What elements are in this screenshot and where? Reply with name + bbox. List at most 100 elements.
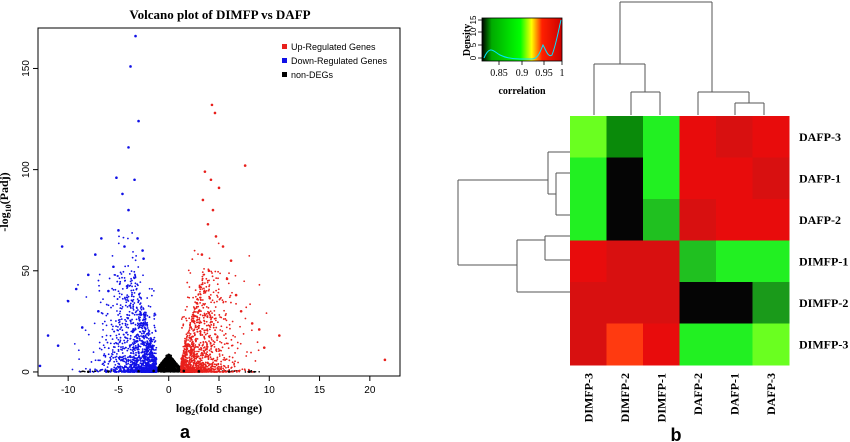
volcano-point: [145, 371, 147, 373]
volcano-point: [196, 318, 199, 321]
volcano-point: [197, 253, 199, 256]
heatmap-cell: [606, 240, 644, 283]
volcano-point: [123, 280, 126, 282]
volcano-point: [129, 368, 132, 371]
volcano-point: [192, 343, 195, 345]
volcano-point: [121, 365, 123, 368]
volcano-point: [115, 366, 118, 369]
volcano-point: [153, 367, 155, 370]
volcano-legend: Up-Regulated Genes Down-Regulated Genes …: [282, 42, 388, 80]
volcano-point: [126, 314, 129, 316]
volcano-point: [206, 279, 209, 282]
volcano-point: [205, 324, 208, 327]
volcano-point: [138, 352, 140, 355]
volcano-point: [112, 288, 115, 291]
volcano-point-non: [227, 370, 231, 373]
volcano-point: [133, 341, 136, 343]
volcano-point: [115, 320, 117, 322]
volcano-point: [191, 315, 193, 318]
volcano-point: [104, 369, 107, 372]
volcano-point: [110, 323, 113, 326]
volcano-point: [153, 352, 156, 355]
volcano-point: [141, 370, 144, 373]
volcano-point: [221, 354, 224, 356]
volcano-point: [171, 358, 174, 360]
heatmap-cells: [570, 116, 790, 366]
volcano-point: [125, 358, 127, 361]
volcano-point: [193, 334, 196, 337]
volcano-point: [111, 338, 114, 340]
volcano-point: [189, 362, 191, 364]
volcano-point: [133, 270, 136, 273]
volcano-point: [203, 329, 206, 332]
heatmap-cell: [606, 199, 644, 241]
volcano-point: [125, 326, 128, 328]
volcano-point: [139, 339, 141, 342]
volcano-point: [191, 360, 194, 362]
volcano-point: [128, 355, 131, 358]
volcano-point: [226, 342, 229, 345]
volcano-point: [118, 296, 121, 298]
volcano-point-up: [229, 259, 233, 262]
volcano-point: [114, 288, 117, 291]
volcano-point: [225, 366, 227, 369]
volcano-point: [201, 299, 204, 301]
heatmap-cell: [570, 282, 607, 324]
volcano-point: [119, 339, 122, 342]
volcano-point: [123, 347, 126, 350]
volcano-point: [254, 360, 257, 362]
volcano-point: [234, 369, 237, 372]
volcano-point: [128, 310, 131, 313]
volcano-point: [98, 284, 100, 287]
volcano-point: [135, 354, 138, 357]
volcano-point: [135, 347, 137, 350]
volcano-point: [143, 331, 146, 334]
volcano-point: [199, 341, 202, 344]
volcano-point: [165, 368, 167, 371]
volcano-point: [138, 366, 141, 369]
volcano-point: [189, 352, 191, 354]
volcano-point: [98, 273, 101, 276]
volcano-point: [113, 342, 116, 345]
volcano-point: [155, 363, 157, 366]
volcano-point: [153, 326, 156, 329]
volcano-point-down: [136, 237, 139, 240]
volcano-point: [199, 313, 202, 316]
volcano-point: [185, 346, 188, 348]
volcano-point: [94, 368, 97, 371]
heatmap-cell: [716, 323, 753, 366]
volcano-point-down: [38, 364, 42, 368]
volcano-point: [152, 360, 154, 363]
volcano-point: [146, 321, 149, 324]
volcano-point-down: [129, 65, 132, 68]
volcano-point: [150, 340, 153, 342]
heatmap-cell: [752, 323, 790, 366]
volcano-point: [186, 281, 189, 284]
volcano-point: [125, 337, 127, 339]
volcano-point: [132, 343, 135, 346]
volcano-point-non: [152, 369, 155, 373]
volcano-point: [116, 280, 119, 283]
volcano-point: [129, 307, 132, 309]
volcano-point-up: [383, 358, 387, 362]
volcano-point: [158, 363, 161, 366]
volcano-point: [199, 293, 202, 295]
volcano-point: [127, 347, 130, 350]
volcano-point: [211, 272, 213, 274]
volcano-point: [217, 291, 220, 294]
volcano-point: [197, 312, 199, 315]
key-y-tick-label: 10: [469, 27, 478, 36]
volcano-point: [142, 274, 144, 277]
volcano-point: [183, 315, 185, 318]
volcano-point: [115, 341, 117, 344]
volcano-point: [190, 328, 193, 330]
heatmap-cell: [679, 323, 717, 366]
volcano-point: [193, 370, 195, 373]
legend-swatch-up: [282, 44, 287, 49]
volcano-point: [216, 335, 219, 338]
volcano-point: [192, 296, 195, 299]
volcano-point: [203, 322, 206, 325]
volcano-point: [203, 273, 206, 276]
volcano-point: [149, 338, 152, 341]
volcano-point: [130, 352, 132, 354]
